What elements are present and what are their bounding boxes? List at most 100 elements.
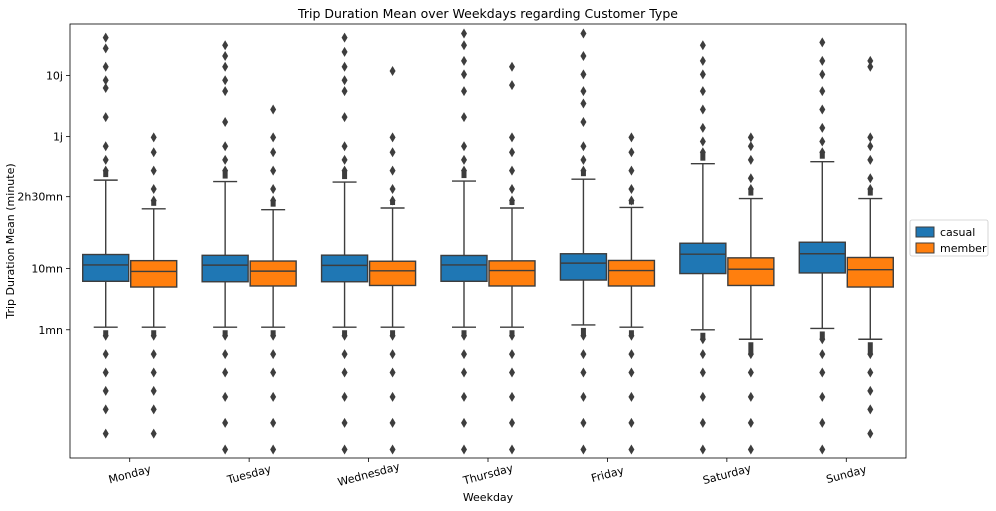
outlier-point xyxy=(461,112,467,123)
outlier-point xyxy=(509,80,515,91)
outlier-point xyxy=(341,391,348,402)
outlier-point xyxy=(341,330,348,341)
outlier-point xyxy=(509,61,515,72)
iqr-box xyxy=(488,260,536,287)
outlier-point xyxy=(819,391,826,402)
outlier-point xyxy=(461,417,467,428)
outlier-point xyxy=(580,367,587,378)
plot-area xyxy=(70,24,906,458)
outlier-point xyxy=(102,75,109,86)
outlier-point xyxy=(461,69,467,80)
y-axis: 1mn 10mn 2h30mn 1j 10j xyxy=(17,69,70,337)
box-member-monday xyxy=(130,132,178,439)
box-casual-friday xyxy=(559,28,608,455)
outlier-point xyxy=(580,349,587,360)
outlier-point xyxy=(389,184,396,195)
y-tick-label: 1mn xyxy=(38,324,63,337)
outlier-point xyxy=(509,147,515,158)
outlier-point xyxy=(102,165,109,176)
outlier-point xyxy=(747,391,754,402)
outlier-point xyxy=(270,330,277,341)
outlier-point xyxy=(819,349,826,360)
outlier-point xyxy=(461,367,467,378)
outlier-point xyxy=(699,334,706,345)
outlier-point xyxy=(747,444,754,455)
iqr-box xyxy=(440,254,488,283)
outlier-point xyxy=(150,147,157,158)
outlier-point xyxy=(819,104,826,115)
outlier-point xyxy=(102,385,109,396)
outlier-point xyxy=(341,349,348,360)
y-axis-label: Trip Duration Mean (minute) xyxy=(4,163,17,319)
outlier-point xyxy=(699,104,706,115)
outlier-point xyxy=(461,55,467,66)
outlier-point xyxy=(461,330,467,341)
outlier-point xyxy=(867,367,874,378)
outlier-point xyxy=(102,428,109,439)
outlier-point xyxy=(509,165,515,176)
outlier-point xyxy=(222,330,229,341)
outlier-point xyxy=(150,195,157,206)
outlier-point xyxy=(819,334,826,345)
y-tick-label: 10mn xyxy=(31,263,63,276)
outlier-point xyxy=(150,385,157,396)
outlier-point xyxy=(461,86,467,97)
outlier-point xyxy=(389,132,396,143)
outlier-point xyxy=(628,195,635,206)
outlier-point xyxy=(341,165,348,176)
outlier-point xyxy=(867,132,874,143)
outlier-point xyxy=(747,132,754,143)
outlier-point xyxy=(699,417,706,428)
outlier-point xyxy=(819,147,826,158)
outlier-point xyxy=(580,417,587,428)
outlier-point xyxy=(389,367,396,378)
outlier-point xyxy=(819,367,826,378)
outlier-point xyxy=(102,61,109,72)
iqr-box xyxy=(368,260,417,287)
iqr-box xyxy=(82,253,130,283)
outlier-point xyxy=(102,349,109,360)
outlier-point xyxy=(222,50,229,61)
outlier-point xyxy=(222,444,229,455)
outlier-point xyxy=(222,349,229,360)
outlier-point xyxy=(102,112,109,123)
iqr-box xyxy=(846,256,894,288)
outlier-point xyxy=(150,184,157,195)
outlier-point xyxy=(580,391,587,402)
outlier-point xyxy=(747,367,754,378)
outlier-point xyxy=(389,391,396,402)
outlier-point xyxy=(222,61,229,72)
outlier-point xyxy=(461,40,467,51)
outlier-point xyxy=(819,417,826,428)
box-member-sunday xyxy=(846,55,894,439)
outlier-point xyxy=(819,122,826,133)
outlier-point xyxy=(102,141,109,152)
outlier-point xyxy=(580,28,587,39)
outlier-point xyxy=(699,391,706,402)
outlier-point xyxy=(102,82,109,93)
outlier-point xyxy=(461,141,467,152)
outlier-point xyxy=(222,75,229,86)
outlier-point xyxy=(150,330,157,341)
outlier-point xyxy=(389,444,396,455)
outlier-point xyxy=(699,444,706,455)
outlier-point xyxy=(867,55,874,66)
outlier-point xyxy=(341,32,348,43)
outlier-point xyxy=(222,116,229,127)
outlier-point xyxy=(270,444,277,455)
box-casual-saturday xyxy=(679,40,727,455)
outlier-point xyxy=(222,367,229,378)
box-casual-monday xyxy=(82,32,130,439)
outlier-point xyxy=(102,367,109,378)
outlier-point xyxy=(628,165,635,176)
outlier-point xyxy=(580,444,587,455)
outlier-point xyxy=(580,50,587,61)
outlier-point xyxy=(389,147,396,158)
outlier-point xyxy=(102,43,109,54)
outlier-point xyxy=(628,132,635,143)
box-member-saturday xyxy=(727,132,775,455)
outlier-point xyxy=(341,141,348,152)
outlier-point xyxy=(628,349,635,360)
outlier-point xyxy=(270,391,277,402)
